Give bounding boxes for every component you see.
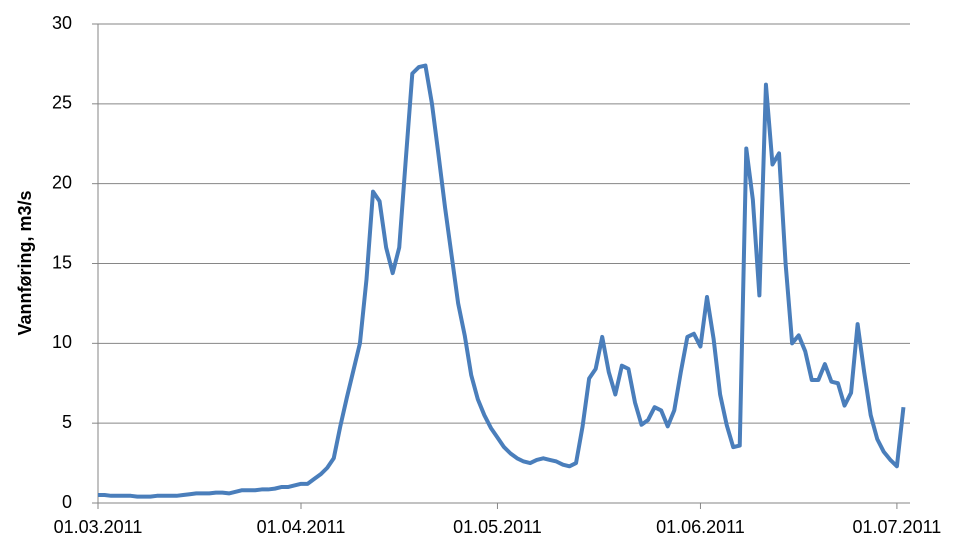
data-line	[98, 63, 906, 499]
y-axis-label: Vannføring, m3/s	[15, 190, 35, 335]
y-tick-label: 30	[52, 13, 72, 33]
x-tick-label: 01.07.2011	[853, 517, 942, 537]
y-tick-label: 0	[62, 492, 72, 512]
y-tick-label: 5	[62, 412, 72, 432]
y-tick-label: 20	[52, 172, 72, 192]
x-tick-label: 01.04.2011	[257, 517, 346, 537]
y-tick-label: 15	[52, 252, 72, 272]
y-tick-label: 10	[52, 332, 72, 352]
x-tick-label: 01.06.2011	[656, 517, 745, 537]
y-tick-label: 25	[52, 93, 72, 113]
x-tick-label: 01.03.2011	[54, 517, 143, 537]
x-tick-label: 01.05.2011	[453, 517, 542, 537]
